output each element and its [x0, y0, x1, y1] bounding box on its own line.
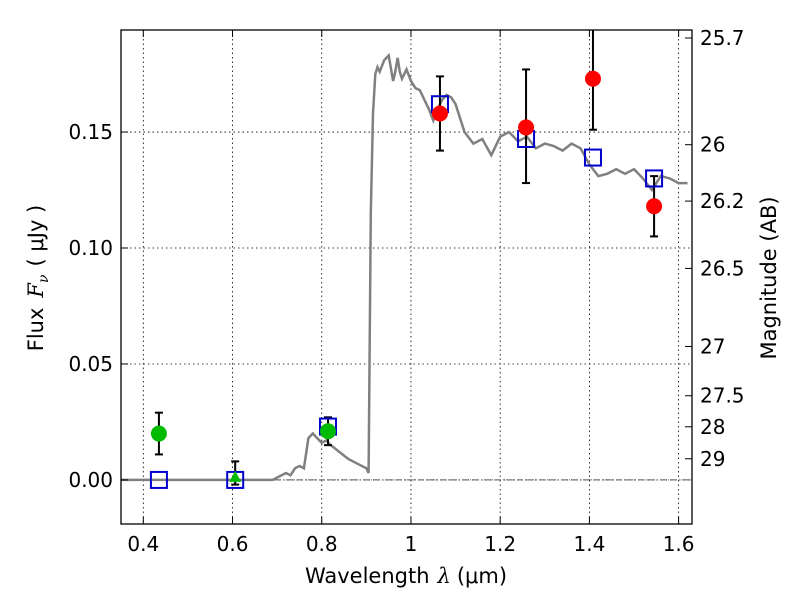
green-point [150, 425, 167, 442]
magnitude-tick-label: 25.7 [700, 26, 745, 50]
upper-limit-point [229, 470, 242, 482]
x-tick-label: 1.6 [663, 532, 695, 556]
x-tick-label: 0.8 [306, 532, 338, 556]
y-axis-label: FluxFν( μJy ) [24, 205, 52, 351]
model-photometry-square [583, 148, 602, 167]
observed-point [518, 119, 535, 136]
observed-point [584, 70, 601, 87]
model-photometry-square [645, 169, 664, 188]
x-tick-label: 0.4 [127, 532, 159, 556]
observed-point [431, 105, 448, 122]
x-tick-label: 1 [405, 532, 418, 556]
y-tick-label: 0.15 [68, 120, 113, 144]
grid [121, 30, 692, 524]
y-tick-label: 0.10 [68, 236, 113, 260]
plot-frame [120, 29, 693, 525]
y-tick-label: 0.05 [68, 352, 113, 376]
x-tick-label: 1.2 [484, 532, 516, 556]
magnitude-tick-label: 27 [700, 334, 725, 358]
y-axis-ticks: 0.00 0.05 0.10 0.15 [68, 120, 128, 492]
x-tick-label: 0.6 [217, 532, 249, 556]
observed-points [150, 70, 663, 482]
green-point [319, 423, 336, 440]
plot-area [120, 29, 693, 525]
y-tick-label: 0.00 [68, 468, 113, 492]
magnitude-tick-label: 28 [700, 415, 725, 439]
magnitude-tick-label: 29 [700, 447, 725, 471]
magnitude-axis-ticks: 25.7 26 26.2 26.5 27 27.5 28 29 [685, 26, 745, 471]
magnitude-tick-label: 26.5 [700, 256, 745, 280]
magnitude-tick-label: 27.5 [700, 384, 745, 408]
model-photometry-square [149, 470, 168, 489]
magnitude-tick-label: 26 [700, 133, 725, 157]
observed-point [646, 198, 663, 215]
model-spectrum-line [121, 52, 688, 482]
model-photometry-squares [149, 95, 664, 489]
magnitude-axis-label: Magnitude (AB) [757, 196, 781, 359]
magnitude-tick-label: 26.2 [700, 189, 745, 213]
x-axis-ticks: 0.4 0.6 0.8 1 1.2 1.4 1.6 [127, 30, 695, 556]
x-tick-label: 1.4 [573, 532, 605, 556]
x-axis-label: Wavelength λ (μm) [305, 564, 507, 588]
error-bars [154, 30, 659, 486]
